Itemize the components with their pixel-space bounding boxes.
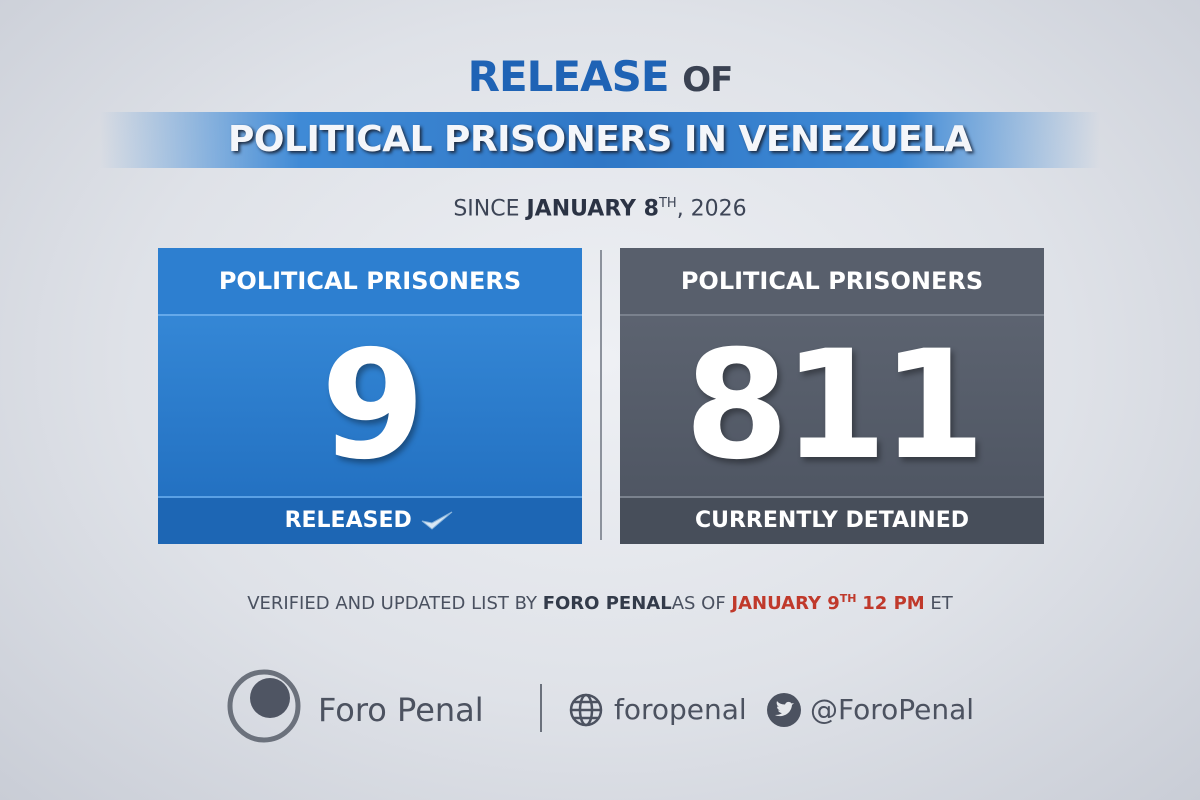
subtitle: SINCE JANUARY 8TH, 2026: [0, 196, 1200, 221]
footer-separator: [540, 684, 542, 732]
note-ordinal: TH: [839, 592, 857, 605]
note-as-of: AS OF: [671, 593, 726, 614]
card-number: 811: [684, 319, 985, 493]
check-path: [422, 511, 453, 530]
card-number: 9: [320, 319, 425, 493]
subtitle-date: JANUARY 8: [526, 196, 659, 222]
twitter-handle: @ForoPenal: [810, 693, 975, 726]
twitter-icon: [767, 693, 801, 727]
globe-icon: [569, 693, 603, 727]
brand-logo: [227, 669, 301, 743]
logo-ring: [227, 669, 301, 743]
card-header: POLITICAL PRISONERS: [158, 248, 582, 316]
card-footer: CURRENTLY DETAINED: [620, 496, 1044, 544]
twitter-bird: [775, 701, 794, 717]
card-footer-text: RELEASED: [284, 508, 412, 533]
card-footer: RELEASED: [158, 496, 582, 544]
card-header: POLITICAL PRISONERS: [620, 248, 1044, 316]
globe-lines: [569, 693, 603, 727]
note-text: VERIFIED AND UPDATED LIST BY: [247, 593, 537, 614]
note-time: 12 PM: [862, 593, 925, 614]
note-source: FORO PENAL: [542, 593, 672, 614]
note-date: JANUARY 9: [731, 593, 840, 614]
title-highlight: RELEASE: [467, 52, 670, 101]
subtitle-prefix: SINCE: [453, 196, 520, 222]
check-icon: [422, 511, 453, 530]
note-zone: ET: [930, 593, 953, 614]
brand-name: Foro Penal: [318, 691, 484, 729]
title: RELEASE OF: [0, 52, 1200, 101]
website: foropenal: [614, 693, 747, 726]
banner: POLITICAL PRISONERS IN VENEZUELA: [100, 112, 1100, 168]
subtitle-year: , 2026: [676, 196, 747, 222]
note: VERIFIED AND UPDATED LIST BY FORO PENALA…: [0, 592, 1200, 614]
logo-dot: [250, 678, 290, 718]
detained-card: POLITICAL PRISONERS 811 CURRENTLY DETAIN…: [620, 248, 1044, 544]
title-rest: OF: [682, 60, 733, 100]
divider: [600, 250, 602, 540]
subtitle-ordinal: TH: [658, 196, 677, 211]
released-card: POLITICAL PRISONERS 9 RELEASED: [158, 248, 582, 544]
